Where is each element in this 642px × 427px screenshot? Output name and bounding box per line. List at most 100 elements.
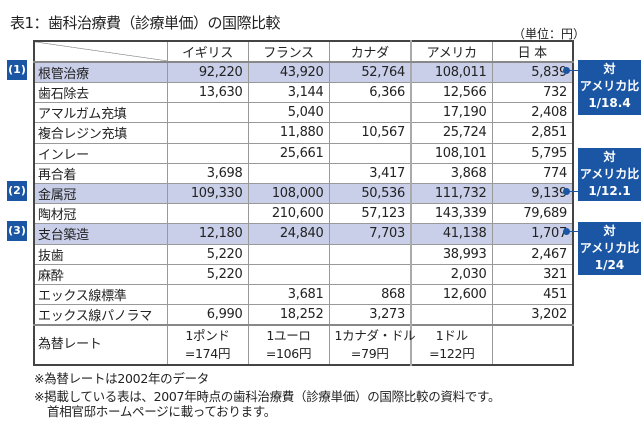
unit-label: （単位：円） xyxy=(513,27,586,41)
row-label: 抜歯 xyxy=(33,243,168,265)
cell-value: 108,000 xyxy=(247,182,330,205)
table-row: 麻酔 5,220 2,030 321 xyxy=(33,263,574,285)
callout-line: アメリカ比 xyxy=(579,241,640,255)
table-row: アマルガム充填 5,040 17,190 2,408 xyxy=(33,102,574,124)
marker-2: (2) xyxy=(7,181,27,201)
cell-value: 210,600 xyxy=(247,203,330,225)
corner-cell xyxy=(33,40,168,63)
cell-value xyxy=(166,283,249,306)
col-header: フランス xyxy=(247,40,330,63)
cell-value: 10,567 xyxy=(328,122,412,144)
rate-yen: =79円 xyxy=(350,346,389,362)
table-row: 歯石除去 13,630 3,144 6,366 12,566 732 xyxy=(33,81,574,104)
cell-value xyxy=(247,162,330,184)
callout-ratio-3: 対 アメリカ比 1/24 xyxy=(578,222,641,275)
cell-value: 11,880 xyxy=(247,122,330,144)
table-row: 支台築造 12,180 24,840 7,703 41,138 1,707 xyxy=(33,223,574,245)
footnote-source: ※掲載している表は、2007年時点の歯科治療費（診療単価）の国際比較の資料です。 xyxy=(34,389,501,404)
table-title: 表1：歯科治療費（診療単価）の国際比較 xyxy=(10,14,281,32)
cell-value: 3,417 xyxy=(328,162,412,184)
rate-cell: 1ドル =122円 xyxy=(410,324,493,366)
cell-value: 3,202 xyxy=(491,304,574,326)
row-label: エックス線標準 xyxy=(33,283,168,306)
cell-value xyxy=(328,243,412,265)
cell-value: 143,339 xyxy=(410,203,493,225)
cell-value: 5,220 xyxy=(166,263,249,285)
table-row: 抜歯 5,220 38,993 2,467 xyxy=(33,243,574,265)
cell-value xyxy=(166,102,249,124)
cell-value: 3,144 xyxy=(247,81,330,104)
cell-value: 24,840 xyxy=(247,223,330,245)
row-label: エックス線パノラマ xyxy=(33,304,168,326)
cell-value: 57,123 xyxy=(328,203,412,225)
cell-value: 12,600 xyxy=(410,283,493,306)
cell-value: 3,681 xyxy=(247,283,330,306)
cell-value: 2,467 xyxy=(491,243,574,265)
cell-value xyxy=(328,142,412,164)
cell-value xyxy=(328,102,412,124)
header-row: イギリス フランス カナダ アメリカ 日 本 xyxy=(33,40,574,63)
row-label: 根管治療 xyxy=(33,61,168,83)
row-label: 金属冠 xyxy=(33,182,168,205)
col-header: カナダ xyxy=(328,40,412,63)
row-label: 複合レジン充填 xyxy=(33,122,168,144)
cell-value: 25,661 xyxy=(247,142,330,164)
row-label: 支台築造 xyxy=(33,223,168,245)
cell-value: 732 xyxy=(491,81,574,104)
callout-line: 1/24 xyxy=(594,258,625,272)
cell-value xyxy=(166,122,249,144)
rate-unit: 1ドル xyxy=(435,328,468,344)
callout-line: 対 xyxy=(603,224,616,238)
cell-value: 108,101 xyxy=(410,142,493,164)
rate-cell: 1ユーロ =106円 xyxy=(247,324,330,366)
cell-value: 13,630 xyxy=(166,81,249,104)
cell-value: 111,732 xyxy=(410,182,493,205)
cell-value xyxy=(247,243,330,265)
cell-value: 109,330 xyxy=(166,182,249,205)
callout-line: 対 xyxy=(603,62,616,76)
row-label: 歯石除去 xyxy=(33,81,168,104)
cell-value: 868 xyxy=(328,283,412,306)
row-label: 再合着 xyxy=(33,162,168,184)
rate-cell xyxy=(491,324,574,366)
cell-value: 774 xyxy=(491,162,574,184)
table-row: エックス線パノラマ 6,990 18,252 3,273 3,202 xyxy=(33,304,574,326)
cell-value: 9,139 xyxy=(491,182,574,205)
cell-value: 3,698 xyxy=(166,162,249,184)
cell-value: 5,040 xyxy=(247,102,330,124)
cell-value: 92,220 xyxy=(166,61,249,83)
cell-value xyxy=(328,263,412,285)
callout-line: 1/12.1 xyxy=(588,184,631,198)
cell-value: 1,707 xyxy=(491,223,574,245)
table-row: 複合レジン充填 11,880 10,567 25,724 2,851 xyxy=(33,122,574,144)
exchange-rate-row: 為替レート 1ポンド =174円 1ユーロ =106円 1カナダ・ドル =79円 1ドル =12… xyxy=(33,324,574,366)
callout-connector xyxy=(566,70,578,71)
cell-value: 38,993 xyxy=(410,243,493,265)
cell-value: 3,273 xyxy=(328,304,412,326)
table-row: インレー 25,661 108,101 5,795 xyxy=(33,142,574,164)
price-comparison-table: イギリス フランス カナダ アメリカ 日 本 根管治療 92,220 43,920 5… xyxy=(33,40,574,367)
cell-value: 18,252 xyxy=(247,304,330,326)
row-label: アマルガム充填 xyxy=(33,102,168,124)
cell-value xyxy=(410,304,493,326)
rate-yen: =122円 xyxy=(429,346,475,362)
table-row: エックス線標準 3,681 868 12,600 451 xyxy=(33,283,574,306)
cell-value: 6,990 xyxy=(166,304,249,326)
rate-yen: =174円 xyxy=(184,346,231,362)
cell-value: 2,408 xyxy=(491,102,574,124)
cell-value: 6,366 xyxy=(328,81,412,104)
table-row: 金属冠 109,330 108,000 50,536 111,732 9,139 xyxy=(33,182,574,205)
cell-value: 5,839 xyxy=(491,61,574,83)
cell-value: 451 xyxy=(491,283,574,306)
callout-ratio-2: 対 アメリカ比 1/12.1 xyxy=(578,148,641,201)
callout-connector xyxy=(566,191,578,192)
callout-line: アメリカ比 xyxy=(579,79,640,93)
col-header: イギリス xyxy=(166,40,249,63)
marker-1: (1) xyxy=(7,60,27,80)
cell-value: 12,566 xyxy=(410,81,493,104)
row-label: 麻酔 xyxy=(33,263,168,285)
cell-value: 41,138 xyxy=(410,223,493,245)
cell-value: 12,180 xyxy=(166,223,249,245)
rate-unit: 1ポンド xyxy=(185,328,230,344)
callout-line: 1/18.4 xyxy=(588,96,631,110)
